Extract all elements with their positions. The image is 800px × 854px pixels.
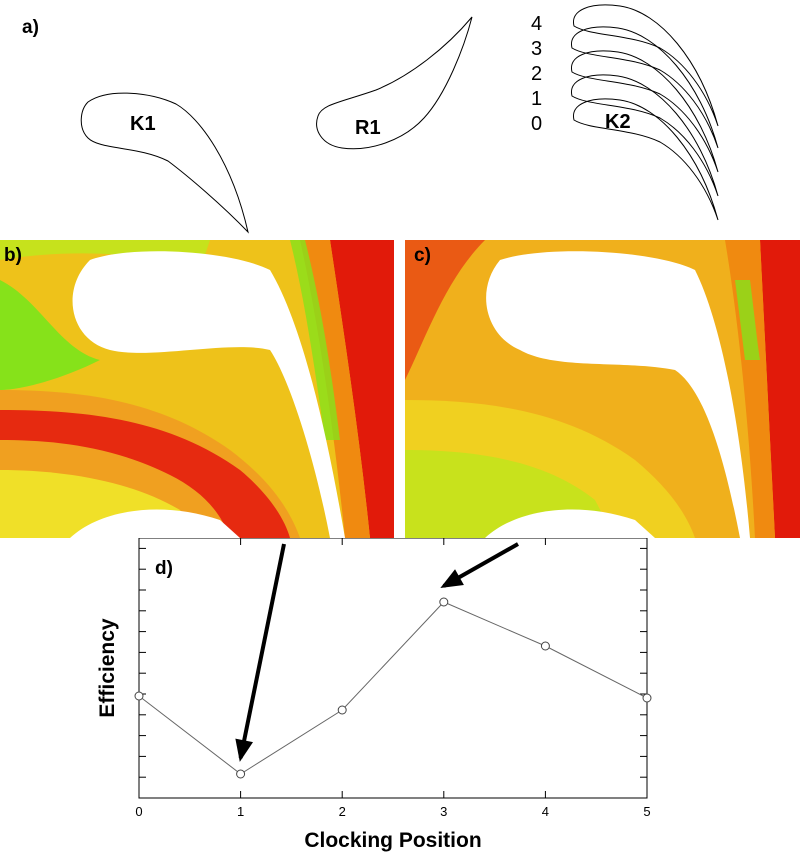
annotation-arrow-shaft	[238, 543, 286, 759]
clocking-position-4: 4	[531, 13, 543, 35]
efficiency-series-line	[138, 601, 648, 775]
data-point	[439, 597, 449, 607]
k2-blade-stack	[571, 4, 719, 221]
r1-label: R1	[355, 117, 381, 139]
blade-geometry-diagram	[80, 4, 719, 234]
k2-blade-position-1	[571, 74, 719, 197]
clocking-position-2: 2	[531, 63, 543, 85]
y-axis-title: Efficiency	[96, 618, 119, 718]
x-tick-label: 1	[237, 804, 244, 819]
x-ticks: 0 1 2 3 4 5	[135, 538, 651, 819]
contour-plot-b	[0, 240, 394, 538]
clocking-position-3: 3	[531, 38, 543, 60]
x-tick-label: 0	[135, 804, 142, 819]
x-tick-label: 5	[643, 804, 650, 819]
contour-plot-c	[405, 240, 800, 538]
x-axis-title: Clocking Position	[304, 829, 481, 852]
k2-label: K2	[605, 111, 631, 133]
panel-a-label: a)	[22, 17, 39, 38]
k2-blade-position-2	[571, 50, 719, 173]
efficiency-chart: 0 1 2 3 4 5 d) Clocking Position Efficiency	[96, 538, 652, 852]
data-point	[337, 705, 347, 715]
annotation-arrow-head	[440, 569, 464, 588]
annotation-arrows	[235, 542, 519, 762]
k1-blade-outline	[80, 92, 249, 234]
data-point	[642, 693, 652, 703]
efficiency-points	[134, 597, 652, 779]
x-tick-label: 3	[440, 804, 447, 819]
x-tick-label: 4	[542, 804, 549, 819]
k2-blade-position-3	[571, 26, 719, 149]
k1-label: K1	[130, 113, 156, 135]
x-tick-label: 2	[339, 804, 346, 819]
r1-blade-outline	[316, 16, 473, 150]
k2-blade-position-4	[573, 4, 719, 127]
k2-blade-position-0	[573, 98, 719, 221]
data-point	[540, 641, 550, 651]
clocking-position-0: 0	[531, 113, 543, 135]
y-ticks	[139, 547, 647, 778]
panel-b-label: b)	[4, 245, 22, 266]
panel-d-label: d)	[155, 558, 173, 579]
panel-c-label: c)	[414, 245, 431, 266]
data-point	[236, 769, 246, 779]
data-point	[134, 691, 144, 701]
plot-frame	[138, 538, 648, 799]
annotation-arrow-head	[235, 738, 253, 762]
clocking-position-1: 1	[531, 88, 543, 110]
